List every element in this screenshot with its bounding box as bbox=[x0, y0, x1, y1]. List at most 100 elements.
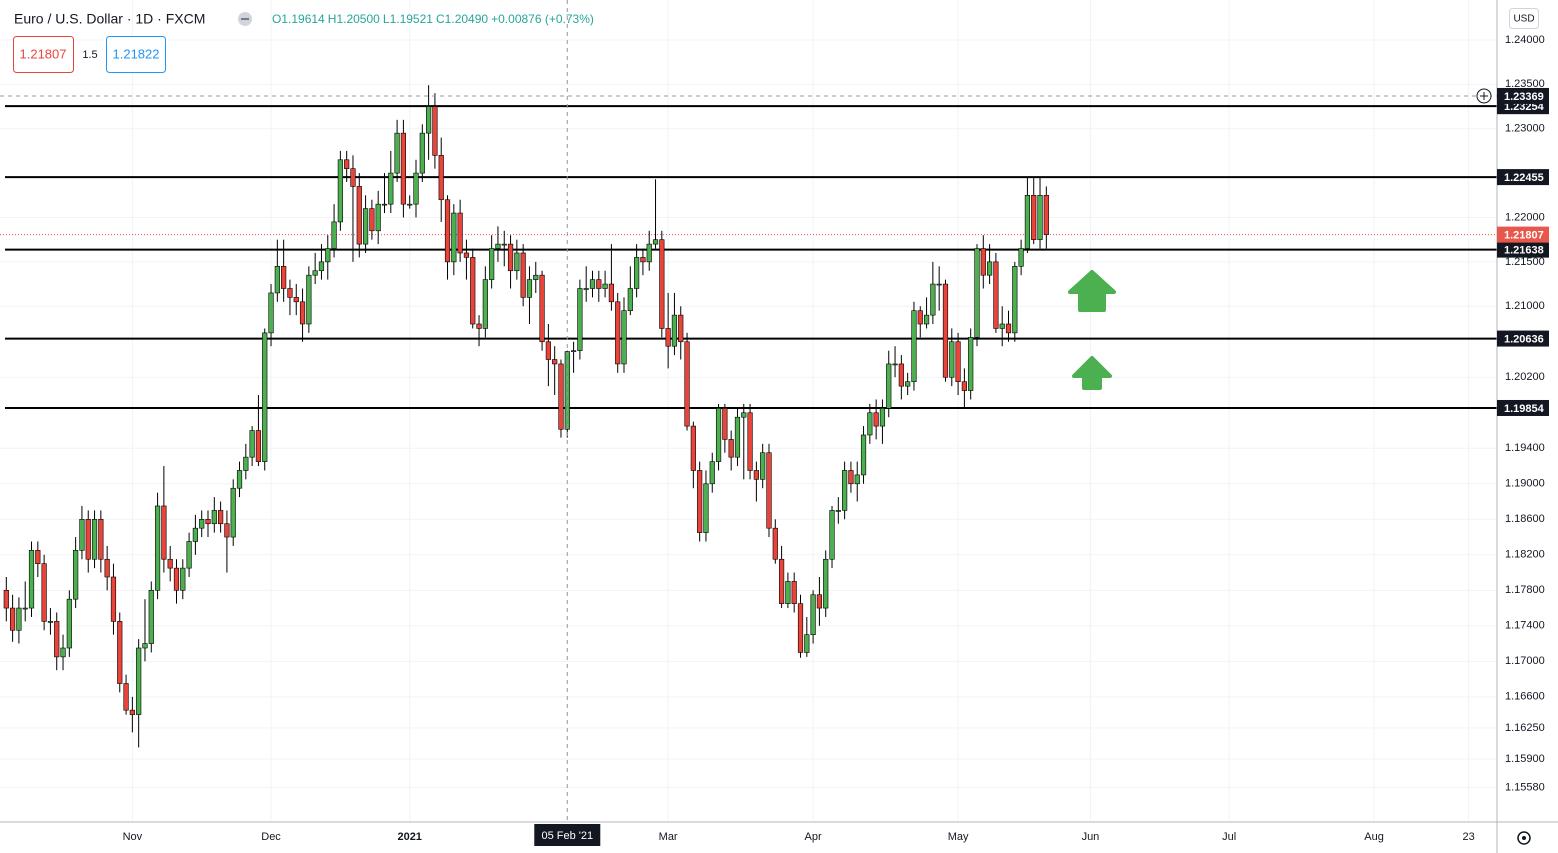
y-tick-label: 1.23500 bbox=[1505, 78, 1545, 90]
x-tick-label: Aug bbox=[1364, 831, 1384, 843]
level-label: 1.20636 bbox=[1504, 333, 1544, 345]
candle-body bbox=[520, 252, 526, 298]
candle-body bbox=[930, 283, 936, 316]
candle-body bbox=[917, 310, 923, 325]
settings-icon[interactable] bbox=[1517, 831, 1531, 845]
level-label-box bbox=[1497, 330, 1549, 347]
candle-body bbox=[558, 363, 564, 430]
candle-body bbox=[993, 261, 999, 329]
candle-body bbox=[394, 132, 400, 174]
candle-body bbox=[407, 203, 413, 206]
candle-body bbox=[249, 430, 255, 458]
y-tick-label: 1.18200 bbox=[1505, 549, 1545, 561]
candle-body bbox=[205, 518, 211, 525]
currency-button[interactable] bbox=[1509, 8, 1539, 29]
y-tick-label: 1.17800 bbox=[1505, 584, 1545, 596]
candle-body bbox=[570, 350, 577, 352]
candle-body bbox=[552, 359, 558, 365]
candle-body bbox=[709, 461, 715, 485]
crosshair-date-label: 05 Feb '21 bbox=[541, 830, 593, 842]
sell-button[interactable] bbox=[13, 36, 74, 73]
candle-body bbox=[879, 408, 886, 427]
level-label: 1.19854 bbox=[1504, 403, 1545, 415]
last-price-label-box bbox=[1497, 226, 1549, 243]
candle-body bbox=[470, 257, 476, 325]
candle-body bbox=[91, 518, 98, 560]
x-tick-label: Nov bbox=[123, 831, 143, 843]
candle-body bbox=[1024, 194, 1031, 249]
candle-body bbox=[596, 279, 602, 289]
y-tick-label: 1.16250 bbox=[1505, 722, 1545, 734]
candle-body bbox=[10, 607, 16, 631]
buy-price: 1.21822 bbox=[113, 46, 160, 61]
candle-body bbox=[583, 288, 589, 290]
candle-body bbox=[848, 470, 854, 485]
candle-body bbox=[690, 425, 696, 471]
candle-body bbox=[526, 279, 533, 298]
crosshair-price-label: 1.23369 bbox=[1504, 91, 1544, 103]
level-label-box bbox=[1497, 399, 1549, 416]
buy-button[interactable] bbox=[106, 36, 166, 73]
candle-body bbox=[772, 527, 778, 560]
candle-body bbox=[785, 581, 791, 604]
ohlc-change: +0.00876 (+0.73%) bbox=[491, 12, 594, 26]
candle-body bbox=[444, 199, 451, 263]
crosshair-date-box bbox=[534, 824, 601, 846]
candle-body bbox=[980, 248, 986, 276]
x-tick-label: 2021 bbox=[397, 831, 421, 843]
ohlc-open: O1.19614 bbox=[272, 12, 325, 26]
candle-body bbox=[344, 159, 350, 169]
candle-body bbox=[148, 590, 154, 644]
candle-body bbox=[299, 301, 306, 325]
spread: 1.5 bbox=[82, 49, 97, 61]
sell-price: 1.21807 bbox=[20, 46, 67, 61]
candle-body bbox=[1005, 323, 1012, 334]
ohlc-high: H1.20500 bbox=[328, 12, 380, 26]
candle-body bbox=[426, 106, 432, 134]
candle-body bbox=[325, 248, 331, 263]
candle-body bbox=[22, 607, 28, 610]
candle-body bbox=[432, 106, 438, 156]
candle-body bbox=[186, 541, 192, 569]
candle-body bbox=[797, 603, 804, 653]
arrow-up bbox=[1072, 356, 1112, 390]
candle-body bbox=[804, 634, 810, 653]
candle-body bbox=[47, 621, 54, 623]
candle-body bbox=[255, 430, 262, 462]
candle-body bbox=[867, 412, 873, 436]
price-axis bbox=[1497, 0, 1558, 853]
candle-body bbox=[715, 408, 722, 462]
candle-body bbox=[968, 337, 974, 391]
arrow-up bbox=[1068, 270, 1116, 312]
candle-body bbox=[362, 208, 369, 245]
candle-body bbox=[438, 155, 444, 201]
candle-body bbox=[892, 363, 898, 366]
candle-body bbox=[243, 456, 249, 471]
candle-body bbox=[829, 510, 835, 560]
chart-title: Euro / U.S. Dollar · 1D · FXCM bbox=[14, 11, 205, 27]
candle-body bbox=[816, 594, 823, 609]
candle-body bbox=[734, 416, 741, 458]
y-tick-label: 1.20200 bbox=[1505, 371, 1545, 383]
candle-body bbox=[627, 288, 633, 311]
candle-body bbox=[703, 483, 709, 533]
x-tick-label: Dec bbox=[261, 831, 281, 843]
ohlc-readout: O1.19614 H1.20500 L1.19521 C1.20490 +0.0… bbox=[272, 12, 594, 26]
candle-body bbox=[476, 323, 482, 329]
candle-body bbox=[60, 647, 66, 658]
candle-body bbox=[318, 261, 325, 272]
candle-body bbox=[514, 252, 520, 272]
candle-body bbox=[180, 567, 186, 591]
candle-body bbox=[268, 292, 274, 334]
candle-body bbox=[306, 274, 312, 325]
candle-body bbox=[684, 341, 690, 427]
candle-body bbox=[577, 288, 583, 351]
candle-body bbox=[350, 168, 356, 187]
y-tick-label: 1.21000 bbox=[1505, 300, 1545, 312]
candle-body bbox=[199, 518, 205, 529]
candle-body bbox=[741, 412, 747, 418]
crosshair-plus bbox=[1480, 91, 1488, 100]
y-tick-label: 1.19400 bbox=[1505, 442, 1545, 454]
